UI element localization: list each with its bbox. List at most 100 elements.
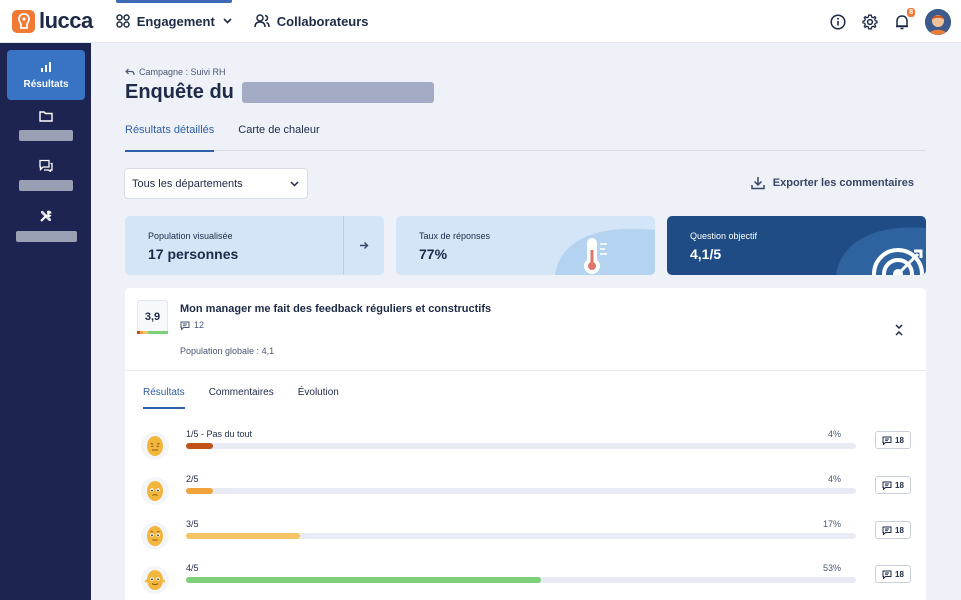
answer-bar-fill — [186, 488, 213, 494]
users-icon — [254, 14, 270, 28]
kpi-value: 77% — [419, 246, 448, 262]
comment-icon — [882, 481, 892, 490]
breadcrumb[interactable]: Campagne : Suivi RH — [125, 67, 226, 77]
thermometer-illustration-icon — [555, 228, 655, 275]
comment-icon — [882, 570, 892, 579]
answer-comments-count: 18 — [895, 525, 904, 535]
answer-percent: 53% — [822, 563, 841, 573]
sidebar-item-resultats[interactable]: Résultats — [7, 50, 85, 100]
lucca-logo[interactable]: lucca — [12, 8, 93, 34]
answer-row: 3/5 17% 18 — [141, 519, 911, 553]
chat-icon — [39, 159, 53, 172]
question-comment-count-value: 12 — [194, 320, 205, 330]
arrow-right-icon — [360, 242, 369, 249]
kpi-label: Question objectif — [690, 231, 758, 241]
sidebar: Résultats — [0, 43, 91, 600]
answer-comments-button[interactable]: 18 — [875, 431, 911, 449]
answer-comments-button[interactable]: 18 — [875, 565, 911, 583]
department-select[interactable]: Tous les départements — [124, 168, 308, 199]
gear-icon[interactable] — [861, 13, 879, 31]
answer-label: 4/5 — [186, 563, 199, 573]
tab-resultats[interactable]: Résultats — [143, 387, 185, 409]
answer-bar-fill — [186, 533, 300, 539]
tab-resultats-detailles[interactable]: Résultats détaillés — [125, 115, 215, 152]
comment-icon — [180, 321, 190, 330]
sidebar-item-tools[interactable] — [7, 200, 85, 250]
export-comments-label: Exporter les commentaires — [772, 177, 914, 189]
face-sad-icon — [141, 432, 169, 460]
breadcrumb-label: Campagne : Suivi RH — [139, 67, 226, 77]
nav-collaborateurs[interactable]: Collaborateurs — [254, 0, 369, 43]
target-illustration-icon — [836, 227, 926, 275]
main-content: Campagne : Suivi RH Enquête du Résultats… — [91, 43, 961, 600]
sidebar-item-messages[interactable] — [7, 150, 85, 200]
download-icon — [751, 177, 765, 190]
page-title-row: Enquête du — [125, 81, 434, 104]
answer-row: 2/5 4% 18 — [141, 474, 911, 508]
score-distribution-bar — [137, 331, 168, 334]
population-globale: Population globale : 4,1 — [180, 346, 275, 356]
chevron-down-icon — [290, 180, 299, 187]
sidebar-item-label-redacted — [15, 230, 77, 242]
question-card: 3,9 Mon manager me fait des feedback rég… — [125, 288, 926, 600]
score-badge: 3,9 — [137, 300, 168, 333]
top-right-actions: 8 — [815, 0, 951, 43]
bar-chart-icon — [41, 61, 51, 72]
logo-text: lucca — [39, 8, 93, 33]
kpi-value: 17 personnes — [148, 246, 239, 262]
title-redacted — [241, 82, 434, 103]
avatar[interactable] — [925, 8, 951, 35]
sidebar-item-label: Résultats — [23, 78, 69, 90]
kpi-value: 4,1/5 — [690, 246, 722, 262]
answer-comments-button[interactable]: 18 — [875, 521, 911, 539]
question-comment-count: 12 — [180, 320, 204, 330]
answer-comments-count: 18 — [895, 480, 904, 490]
card-divider — [125, 370, 926, 371]
tab-evolution[interactable]: Évolution — [297, 387, 339, 398]
folder-icon — [39, 110, 53, 122]
sidebar-item-label-redacted — [19, 129, 73, 141]
question-sub-tabs: Résultats Commentaires Évolution — [143, 387, 363, 409]
kpi-population-arrow-button[interactable] — [343, 216, 384, 275]
collapse-icon[interactable] — [892, 323, 906, 337]
info-icon[interactable] — [829, 13, 847, 31]
tab-carte-de-chaleur[interactable]: Carte de chaleur — [238, 124, 320, 136]
kpi-label: Taux de réponses — [419, 231, 491, 241]
tabs: Résultats détaillés Carte de chaleur — [125, 115, 926, 152]
department-select-value: Tous les départements — [132, 177, 243, 190]
nav-engagement[interactable]: Engagement — [115, 0, 232, 43]
answer-percent: 17% — [822, 519, 841, 529]
answer-bar-track — [186, 533, 856, 539]
answer-bar-fill — [186, 443, 213, 449]
question-title: Mon manager me fait des feedback régulie… — [180, 303, 492, 315]
bell-icon[interactable]: 8 — [893, 7, 915, 31]
sidebar-item-label-redacted — [19, 180, 73, 191]
answer-comments-count: 18 — [895, 435, 904, 445]
kpi-population: Population visualisée 17 personnes — [125, 216, 384, 275]
sidebar-item-folder[interactable] — [7, 100, 85, 150]
face-neutral-icon — [141, 522, 169, 550]
tab-commentaires[interactable]: Commentaires — [208, 387, 274, 398]
comment-icon — [882, 436, 892, 445]
answer-comments-button[interactable]: 18 — [875, 476, 911, 494]
answer-bar-track — [186, 488, 856, 494]
export-comments-button[interactable]: Exporter les commentaires — [751, 176, 914, 190]
grid-icon — [116, 14, 130, 28]
nav-engagement-label: Engagement — [136, 13, 215, 29]
answer-comments-count: 18 — [895, 569, 904, 579]
top-nav: Engagement Collaborateurs — [115, 0, 391, 43]
answer-bar-track — [186, 443, 856, 449]
answer-bar-track — [186, 577, 856, 583]
nav-collaborateurs-label: Collaborateurs — [276, 13, 369, 29]
page-title: Enquête du — [125, 81, 234, 103]
top-bar: lucca Engagement Collaborateurs 8 — [0, 0, 961, 43]
comment-icon — [882, 526, 892, 535]
answer-bar-fill — [186, 577, 542, 583]
chevron-down-icon — [223, 18, 232, 24]
answer-label: 2/5 — [186, 474, 199, 484]
answer-label: 3/5 — [186, 519, 199, 529]
notification-badge: 8 — [907, 7, 915, 17]
answer-row: 1/5 - Pas du tout 4% 18 — [141, 429, 911, 463]
answer-label: 1/5 - Pas du tout — [186, 429, 253, 439]
kpi-objective-question: Question objectif 4,1/5 — [667, 216, 926, 275]
